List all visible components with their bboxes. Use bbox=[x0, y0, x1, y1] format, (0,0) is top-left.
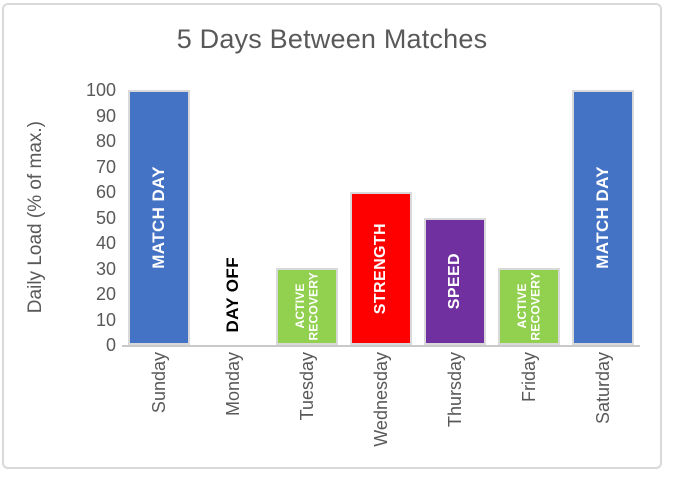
bar-label-tuesday: ACTIVE RECOVERY bbox=[292, 272, 320, 341]
y-axis-ticks: 0 10 20 30 40 50 60 70 80 90 100 bbox=[48, 80, 116, 355]
y-tick-label-100: 100 bbox=[85, 80, 116, 100]
bar-tuesday: ACTIVE RECOVERY bbox=[276, 268, 338, 345]
x-label-monday: Monday bbox=[223, 352, 243, 417]
bar-wednesday: STRENGTH bbox=[350, 192, 412, 345]
chart-title: 5 Days Between Matches bbox=[176, 24, 488, 54]
bar-label-monday: DAY OFF bbox=[223, 257, 242, 333]
plot-area: MATCH DAY DAY OFF ACTIVE RECOVERY STRENGTH S… bbox=[122, 90, 640, 347]
zero-label-box-monday: DAY OFF bbox=[202, 245, 264, 345]
bar-thursday: SPEED bbox=[424, 218, 486, 345]
y-tick-label-40: 40 bbox=[95, 233, 116, 253]
bar-label-sunday: MATCH DAY bbox=[149, 166, 168, 269]
bar-label-thursday: SPEED bbox=[446, 253, 463, 310]
y-axis-title: Daily Load (% of max.) bbox=[22, 90, 50, 345]
y-tick-label-30: 30 bbox=[95, 258, 116, 279]
bar-friday: ACTIVE RECOVERY bbox=[498, 268, 560, 345]
chart-frame bbox=[2, 3, 662, 469]
y-tick-label-80: 80 bbox=[95, 131, 116, 151]
y-tick-label-50: 50 bbox=[95, 207, 116, 228]
y-tick-label-90: 90 bbox=[95, 105, 116, 126]
y-tick-label-10: 10 bbox=[95, 309, 116, 330]
y-axis-title-label: Daily Load (% of max.) bbox=[25, 121, 46, 314]
x-label-friday: Friday bbox=[519, 352, 539, 403]
x-label-wednesday: Wednesday bbox=[371, 352, 391, 447]
bar-label-wednesday: STRENGTH bbox=[372, 222, 389, 315]
y-tick-label-60: 60 bbox=[95, 182, 116, 202]
x-axis-labels: Sunday Monday Tuesday Wednesday Thursday Frid… bbox=[122, 352, 640, 462]
y-tick-label-0: 0 bbox=[105, 335, 116, 355]
x-label-sunday: Sunday bbox=[149, 352, 169, 414]
y-tick-label-20: 20 bbox=[95, 284, 116, 304]
bar-label-saturday: MATCH DAY bbox=[593, 166, 612, 269]
bar-sunday: MATCH DAY bbox=[128, 90, 190, 345]
x-label-saturday: Saturday bbox=[593, 352, 613, 425]
bar-saturday: MATCH DAY bbox=[572, 90, 634, 345]
bar-label-friday: ACTIVE RECOVERY bbox=[514, 272, 542, 341]
y-tick-label-70: 70 bbox=[95, 156, 116, 177]
x-label-tuesday: Tuesday bbox=[297, 352, 317, 421]
x-label-thursday: Thursday bbox=[445, 352, 465, 428]
